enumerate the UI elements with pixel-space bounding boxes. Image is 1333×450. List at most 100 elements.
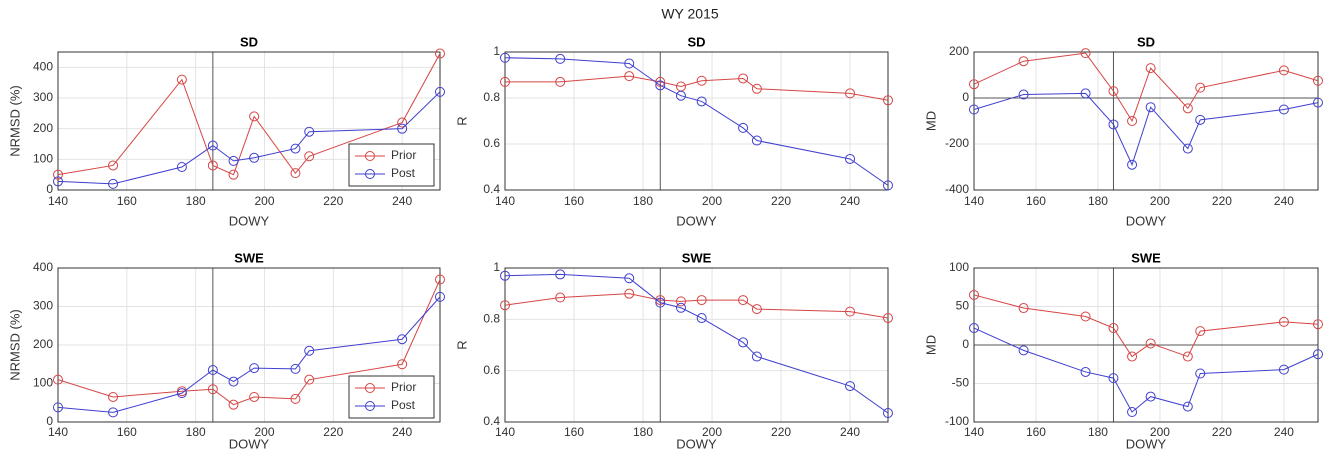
data-point (397, 123, 408, 134)
data-point (1127, 351, 1138, 362)
data-point (500, 300, 510, 311)
data-point (845, 306, 856, 317)
x-tick-label: 160 (1026, 425, 1046, 439)
x-axis-label: DOWY (676, 213, 717, 228)
data-point (883, 180, 893, 191)
data-point (751, 135, 762, 146)
y-tick-label: -100 (945, 414, 969, 428)
data-point (397, 359, 408, 370)
y-tick-label: 100 (33, 376, 53, 390)
y-tick-label: 0 (46, 414, 53, 428)
y-tick-label: 200 (33, 337, 53, 351)
data-point (1108, 373, 1119, 384)
x-tick-label: 240 (392, 194, 412, 208)
data-point (108, 178, 119, 189)
y-tick-label: 0.6 (483, 363, 500, 377)
x-tick-label: 220 (323, 194, 343, 208)
data-point (397, 117, 408, 128)
y-tick-label: -50 (952, 376, 970, 390)
axes-title: SWE (682, 250, 712, 265)
data-point (738, 73, 749, 84)
y-tick-label: 0.8 (483, 312, 500, 326)
data-point (176, 388, 187, 399)
legend-label: Prior (391, 148, 416, 162)
data-point (1182, 103, 1193, 114)
x-tick-label: 180 (633, 194, 653, 208)
data-point (1195, 114, 1206, 125)
data-point (228, 376, 239, 387)
data-point (53, 374, 63, 385)
data-point (435, 48, 445, 59)
data-point (751, 83, 762, 94)
data-point (500, 76, 510, 87)
data-point (1182, 401, 1193, 412)
x-tick-label: 180 (1088, 425, 1108, 439)
axes-box (57, 267, 441, 423)
data-point (1278, 316, 1289, 327)
data-point (53, 169, 63, 180)
x-tick-label: 200 (1150, 425, 1170, 439)
y-axis-label: NRMSD (%) (7, 85, 22, 157)
axes-title: SD (240, 34, 258, 49)
data-point (1145, 338, 1156, 349)
y-axis-label: MD (923, 111, 938, 131)
data-point (696, 313, 707, 324)
data-point (435, 86, 445, 97)
y-tick-label: 0 (962, 337, 969, 351)
data-point (228, 169, 239, 180)
y-tick-label: 50 (956, 299, 970, 313)
data-point (228, 155, 239, 166)
data-point (500, 270, 510, 281)
y-tick-label: 400 (33, 260, 53, 274)
data-point (696, 96, 707, 107)
data-point (207, 384, 218, 395)
data-point (435, 291, 445, 302)
x-tick-label: 160 (564, 425, 584, 439)
data-point (969, 79, 979, 90)
axes-box (57, 51, 441, 191)
x-tick-label: 180 (1088, 194, 1108, 208)
x-tick-label: 200 (254, 194, 274, 208)
data-point (675, 296, 686, 307)
data-point (969, 289, 979, 300)
data-point (555, 76, 566, 87)
data-point (655, 295, 666, 306)
y-tick-label: 0 (46, 182, 53, 196)
data-point (228, 399, 239, 410)
data-point (249, 152, 260, 163)
x-tick-label: 240 (392, 425, 412, 439)
data-point (1145, 391, 1156, 402)
legend-box (348, 375, 435, 419)
x-tick-label: 200 (1150, 194, 1170, 208)
data-point (1127, 159, 1138, 170)
x-tick-label: 140 (964, 194, 984, 208)
series-line (973, 92, 1319, 167)
series-line (504, 57, 889, 186)
data-point (696, 75, 707, 86)
data-point (738, 337, 749, 348)
y-tick-label: -200 (945, 136, 969, 150)
data-point (108, 391, 119, 402)
data-point (290, 363, 301, 374)
legend-marker (365, 401, 375, 411)
data-point (397, 334, 408, 345)
figure-title: WY 2015 (661, 6, 719, 22)
data-point (738, 122, 749, 133)
data-point (1108, 119, 1119, 130)
legend-label: Prior (391, 380, 416, 394)
data-point (1313, 319, 1323, 330)
y-tick-label: 0.4 (483, 182, 500, 196)
x-tick-label: 180 (186, 425, 206, 439)
y-axis-label: R (454, 340, 469, 349)
data-point (1108, 86, 1119, 97)
x-axis-label: DOWY (229, 436, 270, 450)
axes-title: SD (1137, 34, 1155, 49)
data-point (1313, 349, 1323, 360)
x-tick-label: 220 (771, 194, 791, 208)
series-line (57, 279, 441, 406)
series-line (504, 293, 889, 319)
data-point (1018, 303, 1029, 314)
axes-box (973, 51, 1319, 191)
data-point (624, 288, 635, 299)
data-point (435, 274, 445, 285)
